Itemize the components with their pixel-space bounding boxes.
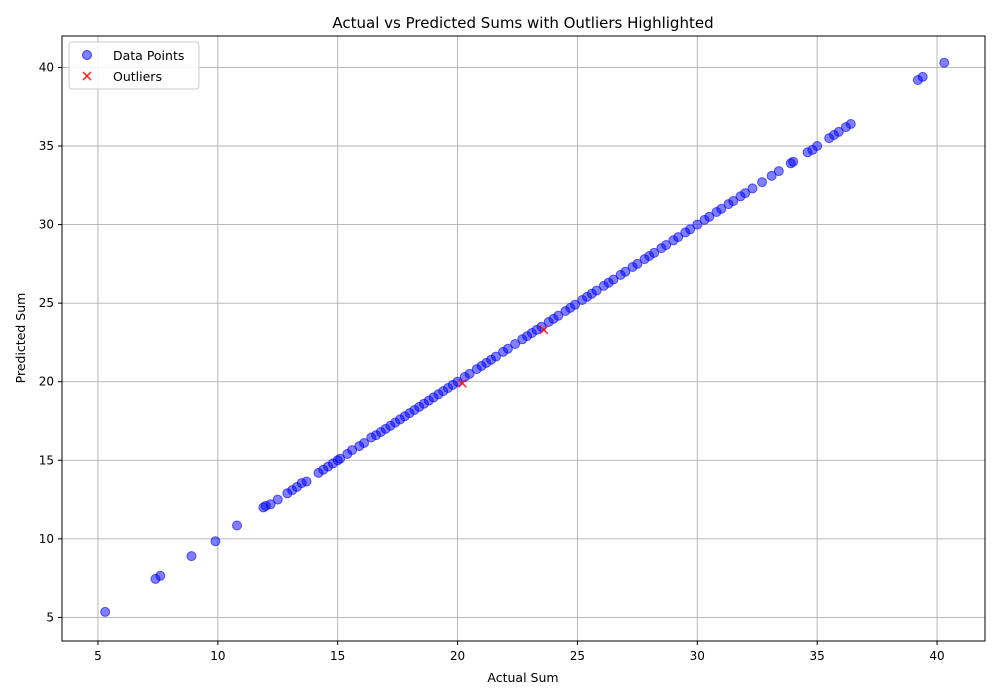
data-point xyxy=(632,258,643,269)
data-point xyxy=(272,494,283,505)
x-tick-label: 40 xyxy=(929,649,944,663)
data-point xyxy=(155,570,166,581)
y-tick-label: 25 xyxy=(39,296,54,310)
data-point xyxy=(570,299,581,310)
x-tick-label: 25 xyxy=(570,649,585,663)
y-tick-label: 40 xyxy=(39,60,54,74)
chart-title: Actual vs Predicted Sums with Outliers H… xyxy=(332,14,713,32)
legend-marker-outliers xyxy=(82,71,92,81)
data-point xyxy=(265,499,276,510)
x-tick-label: 35 xyxy=(810,649,825,663)
plot-frame xyxy=(61,35,986,642)
legend: Data Points Outliers xyxy=(68,41,200,90)
data-point xyxy=(591,285,602,296)
legend-label-outliers: Outliers xyxy=(113,69,162,84)
y-tick-label: 15 xyxy=(39,453,54,467)
data-point xyxy=(510,339,521,349)
y-tick-label: 35 xyxy=(39,139,54,153)
data-point xyxy=(704,211,715,222)
y-tick-label: 5 xyxy=(46,610,54,624)
data-point xyxy=(685,224,696,235)
y-tick-label: 30 xyxy=(39,218,54,232)
legend-box xyxy=(68,41,200,90)
x-axis-label: Actual Sum xyxy=(487,670,558,685)
data-point xyxy=(335,453,346,464)
data-point xyxy=(661,240,672,250)
data-point xyxy=(186,551,197,562)
x-tick-label: 30 xyxy=(690,649,705,663)
data-point xyxy=(502,343,513,354)
data-point xyxy=(917,71,928,82)
data-point xyxy=(608,274,619,285)
data-point xyxy=(812,141,823,151)
legend-marker-data-points xyxy=(82,50,92,60)
data-point xyxy=(100,606,111,617)
grid-lines xyxy=(62,36,985,641)
outlier-points xyxy=(457,325,549,388)
data-point xyxy=(773,166,784,177)
data-point xyxy=(747,183,758,194)
data-point xyxy=(766,170,777,181)
data-points xyxy=(100,57,950,617)
data-point xyxy=(620,266,631,277)
y-axis-label: Predicted Sum xyxy=(13,293,28,384)
data-point xyxy=(649,247,660,258)
x-tick-label: 10 xyxy=(210,649,225,663)
data-point xyxy=(464,368,475,379)
outlier-point xyxy=(457,378,467,388)
data-point xyxy=(788,156,799,167)
x-tick-label: 20 xyxy=(450,649,465,663)
data-point xyxy=(673,232,684,243)
data-point xyxy=(210,536,221,547)
outlier-point xyxy=(539,325,549,335)
data-point xyxy=(728,196,739,206)
data-point xyxy=(716,203,727,214)
data-point xyxy=(553,310,564,321)
data-point xyxy=(740,188,751,199)
axis-ticks: 5 10 15 20 25 30 35 40 5 10 15 20 25 30 35 40 xyxy=(39,60,945,663)
y-tick-label: 10 xyxy=(39,532,54,546)
data-point xyxy=(452,376,463,387)
y-tick-label: 20 xyxy=(39,375,54,389)
data-point xyxy=(757,177,768,188)
data-point xyxy=(939,57,950,68)
data-point xyxy=(490,351,501,362)
data-point xyxy=(845,119,856,129)
x-tick-label: 5 xyxy=(94,649,102,663)
data-point xyxy=(301,476,312,487)
data-point xyxy=(833,126,844,137)
x-tick-label: 15 xyxy=(330,649,345,663)
legend-label-data-points: Data Points xyxy=(113,48,184,63)
data-point xyxy=(692,219,703,230)
data-point xyxy=(232,520,243,531)
data-point xyxy=(359,438,370,448)
